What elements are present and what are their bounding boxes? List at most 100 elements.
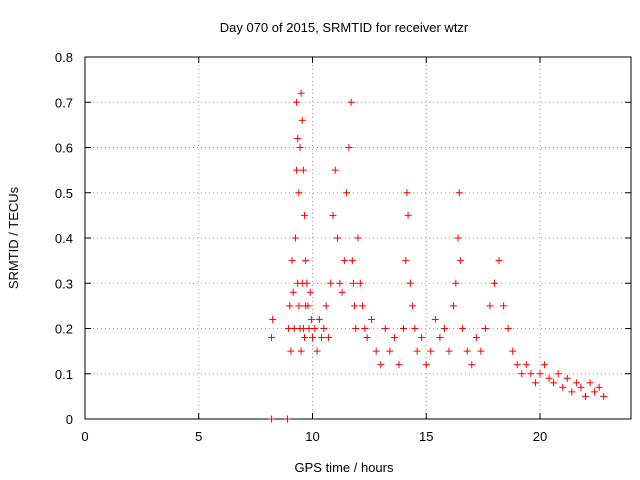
data-point [541, 361, 549, 369]
x-tick-label: 20 [533, 429, 547, 444]
data-point [559, 383, 567, 391]
data-point [297, 347, 305, 355]
data-point [491, 279, 498, 287]
data-point [345, 144, 353, 151]
data-point [531, 379, 539, 387]
data-point [297, 89, 305, 97]
data-point [331, 166, 339, 174]
data-point [577, 383, 585, 391]
data-point [406, 279, 414, 287]
data-point [400, 325, 407, 332]
data-point [302, 257, 310, 265]
data-points [268, 89, 608, 423]
data-point [582, 392, 589, 400]
data-point [268, 334, 276, 342]
data-point [536, 370, 544, 378]
data-point [356, 279, 364, 287]
data-point [586, 379, 594, 387]
data-point [295, 302, 303, 310]
data-point [351, 302, 359, 310]
data-point [291, 234, 299, 242]
data-point [572, 379, 580, 387]
data-point [309, 334, 316, 342]
data-point [352, 325, 360, 332]
data-point [307, 315, 315, 323]
data-point [303, 279, 311, 287]
data-point [283, 415, 291, 423]
data-point [288, 257, 296, 265]
data-point [477, 347, 485, 355]
x-axis-label: GPS time / hours [295, 460, 394, 475]
data-point [299, 166, 307, 174]
data-point [304, 302, 312, 310]
data-point [436, 334, 444, 342]
data-point [313, 347, 321, 355]
data-point [481, 325, 489, 332]
data-point [269, 315, 277, 323]
data-point [600, 392, 608, 400]
data-point [296, 144, 304, 151]
data-point [431, 315, 439, 323]
y-tick-label: 0.2 [55, 322, 73, 337]
data-point [340, 257, 348, 265]
x-tick-label: 0 [81, 429, 88, 444]
data-point [463, 347, 471, 355]
x-tick-label: 5 [195, 429, 202, 444]
data-point [347, 98, 355, 106]
data-point [427, 347, 435, 355]
data-point [359, 302, 367, 310]
data-point [306, 288, 314, 296]
data-point [372, 347, 380, 355]
y-tick-label: 0.4 [55, 231, 73, 246]
data-point [361, 325, 369, 332]
data-point [368, 315, 376, 323]
data-point [286, 302, 294, 310]
y-tick-label: 0.1 [55, 367, 73, 382]
data-point [472, 334, 480, 342]
y-tick-label: 0 [66, 412, 73, 427]
data-point [386, 347, 394, 355]
data-point [334, 234, 342, 242]
data-point [338, 288, 346, 296]
data-point [390, 334, 398, 342]
data-point [595, 383, 603, 391]
data-point [349, 279, 357, 287]
data-point [591, 388, 599, 396]
axis-ticks: 0 0.1 0.2 0.3 0.4 0.5 0.6 0.7 0.8 0 5 10 15 20 [55, 50, 631, 444]
data-point [440, 325, 448, 332]
y-tick-label: 0.8 [55, 50, 73, 65]
data-point [545, 374, 553, 382]
data-point [422, 361, 430, 369]
data-point [404, 211, 412, 219]
data-point [377, 361, 385, 369]
data-point [336, 279, 344, 287]
data-point [403, 189, 411, 197]
data-point [322, 302, 330, 310]
data-point [298, 116, 306, 124]
data-point [289, 288, 297, 296]
data-point [455, 189, 463, 197]
y-tick-label: 0.3 [55, 276, 73, 291]
data-point [320, 325, 328, 332]
data-point [311, 325, 319, 332]
chart-title: Day 070 of 2015, SRMTID for receiver wtz… [220, 20, 469, 35]
data-point [527, 370, 535, 378]
data-point [411, 325, 419, 332]
data-point [329, 211, 337, 219]
data-point [518, 370, 526, 378]
data-point [315, 315, 323, 323]
data-point [381, 325, 389, 332]
data-point [509, 347, 517, 355]
data-point [402, 257, 410, 265]
data-point [468, 361, 476, 369]
data-point [454, 234, 462, 242]
data-point [301, 334, 309, 342]
data-point [301, 211, 309, 219]
data-point [409, 302, 417, 310]
data-point [450, 302, 458, 310]
y-tick-label: 0.5 [55, 186, 73, 201]
data-point [324, 334, 332, 342]
data-point [550, 379, 558, 387]
data-point [354, 234, 362, 242]
